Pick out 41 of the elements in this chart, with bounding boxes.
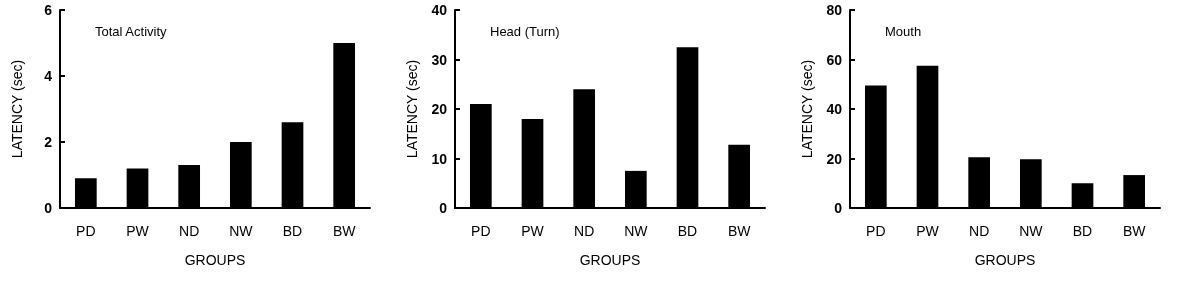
x-tick-label: PD — [866, 223, 886, 239]
x-tick-label: PW — [521, 223, 545, 239]
x-tick-label: PW — [126, 223, 150, 239]
y-tick-label: 40 — [826, 101, 843, 117]
y-tick-label: 20 — [826, 150, 843, 167]
x-tick-label: BW — [332, 223, 357, 239]
x-tick-label: ND — [969, 223, 990, 239]
x-tick-label: BD — [1072, 223, 1093, 239]
y-tick-label: 60 — [826, 51, 843, 68]
y-tick-label: 80 — [826, 2, 843, 18]
x-axis-title: GROUPS — [974, 252, 1036, 268]
x-tick-label: PD — [471, 223, 491, 239]
x-tick-label: PD — [76, 223, 96, 239]
y-axis-title: LATENCY (sec) — [9, 59, 25, 159]
x-axis-title: GROUPS — [579, 252, 641, 268]
x-axis-title: GROUPS — [184, 252, 246, 268]
x-tick-label: NW — [624, 223, 649, 239]
y-tick-label: 4 — [44, 68, 53, 84]
y-tick-label: 30 — [431, 51, 448, 68]
y-axis-title: LATENCY (sec) — [404, 59, 420, 159]
x-tick-label: PW — [916, 223, 940, 239]
y-axis-title: LATENCY (sec) — [799, 59, 815, 159]
x-tick-label: ND — [574, 223, 595, 239]
text: Mouth — [885, 24, 922, 39]
y-tick-label: 6 — [44, 2, 53, 18]
x-tick-label: NW — [1019, 223, 1044, 239]
y-tick-label: 2 — [44, 134, 53, 150]
x-tick-label: BD — [282, 223, 303, 239]
y-tick-label: 0 — [834, 200, 843, 216]
y-tick-label: 0 — [44, 200, 53, 216]
text: Head (Turn) — [490, 24, 560, 39]
x-tick-label: BD — [677, 223, 698, 239]
x-tick-label: ND — [179, 223, 200, 239]
y-tick-label: 40 — [431, 2, 448, 18]
text: Total Activity — [95, 24, 168, 39]
x-tick-label: BW — [727, 223, 752, 239]
y-tick-label: 10 — [431, 150, 448, 167]
y-tick-label: 20 — [431, 101, 448, 117]
y-tick-label: 0 — [439, 200, 448, 216]
x-tick-label: NW — [229, 223, 254, 239]
x-tick-label: BW — [1122, 223, 1147, 239]
